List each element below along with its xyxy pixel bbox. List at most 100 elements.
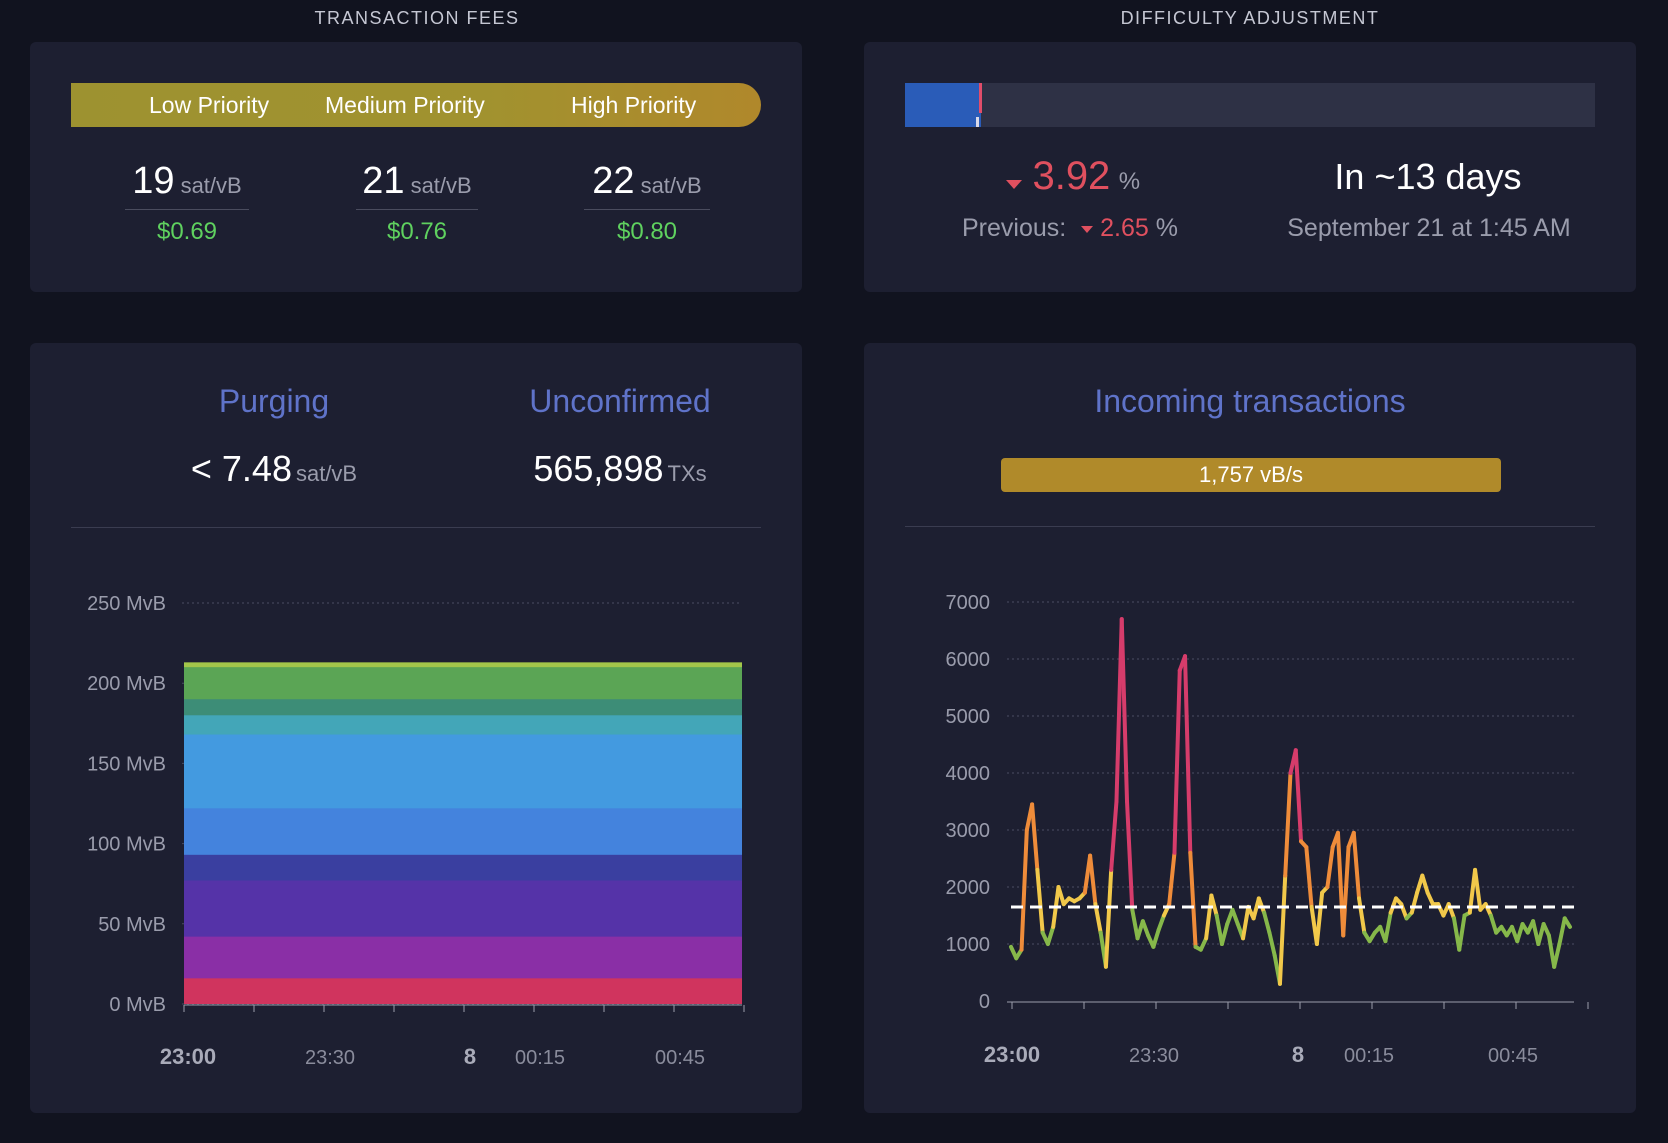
fee-low: 19 sat/vB $0.69 <box>125 160 249 246</box>
incoming-line-segment <box>1188 850 1198 949</box>
incoming-x-tick-label: 00:45 <box>1488 1045 1538 1067</box>
incoming-line-segment <box>1277 873 1288 986</box>
fee-low-divider <box>125 209 249 210</box>
difficulty-eta-date: September 21 at 1:45 AM <box>1287 214 1571 242</box>
incoming-line-segment <box>1473 867 1483 912</box>
fee-high-rate: 22 <box>592 160 635 202</box>
incoming-x-tick-label: 23:30 <box>1129 1045 1179 1067</box>
fee-medium-usd: $0.76 <box>386 218 448 245</box>
unconfirmed-label: Unconfirmed <box>529 383 711 419</box>
incoming-line-segment <box>1552 942 1562 969</box>
incoming-transactions-chart: 0 1000 2000 3000 4000 5000 6000 7000 23:00 23:30 8… <box>946 592 1589 1067</box>
difficulty-progress-marker-tick <box>976 117 979 127</box>
mempool-y-tick-label: 50 MvB <box>98 914 166 936</box>
difficulty-section-title: DIFFICULTY ADJUSTMENT <box>1120 8 1380 28</box>
incoming-line-segment <box>1515 922 1525 944</box>
fees-section-title: TRANSACTION FEES <box>314 8 520 28</box>
incoming-line-segment <box>1198 936 1209 952</box>
incoming-line-segment <box>1325 845 1335 889</box>
incoming-line-segment <box>1019 828 1029 952</box>
incoming-line-segment <box>1035 867 1045 935</box>
incoming-line-segment <box>1088 853 1098 907</box>
fee-high: 22 sat/vB $0.80 <box>584 160 710 246</box>
high-priority-label: High Priority <box>571 91 697 118</box>
incoming-line-segment <box>1125 799 1135 912</box>
difficulty-change: 3.92 % <box>1006 154 1140 199</box>
difficulty-previous-value: 2.65 <box>1100 214 1149 242</box>
incoming-line-segment <box>1314 890 1325 946</box>
mempool-y-tick-label: 200 MvB <box>87 673 166 695</box>
purging-stat: < 7.48 sat/vB <box>134 448 414 490</box>
incoming-transactions-title: Incoming transactions <box>1094 383 1406 419</box>
mempool-y-tick-label: 150 MvB <box>87 753 166 775</box>
difficulty-previous-unit: % <box>1155 214 1178 242</box>
incoming-line-segment <box>1167 850 1177 907</box>
fee-low-usd: $0.69 <box>156 218 218 245</box>
difficulty-change-value: 3.92 <box>1032 154 1111 198</box>
incoming-line-segment <box>1420 873 1430 895</box>
fee-low-unit: sat/vB <box>180 173 242 198</box>
incoming-line-segment <box>1093 902 1103 935</box>
incoming-line-segment <box>1557 916 1567 946</box>
incoming-line-segment <box>1156 913 1166 932</box>
transaction-fees-card: Low Priority Medium Priority High Priori… <box>30 42 802 292</box>
incoming-y-tick-label: 1000 <box>946 934 991 956</box>
incoming-line-segment <box>1536 922 1546 946</box>
fee-medium: 21 sat/vB $0.76 <box>356 160 478 246</box>
incoming-line-segment <box>1293 748 1304 844</box>
incoming-line-segment <box>1383 910 1393 944</box>
fee-high-divider <box>584 209 710 210</box>
incoming-line-segment <box>1130 907 1140 941</box>
incoming-y-tick-label: 2000 <box>946 877 991 899</box>
mempool-y-tick-label: 100 MvB <box>87 834 166 856</box>
mempool-y-tick-label: 0 MvB <box>109 994 166 1016</box>
mempool-x-tick-label: 23:00 <box>160 1044 216 1069</box>
difficulty-previous: Previous: 2.65 % <box>962 214 1178 243</box>
incoming-line-segment <box>1425 890 1435 907</box>
incoming-line-segment <box>1030 802 1040 872</box>
priority-bar: Low Priority Medium Priority High Priori… <box>71 83 761 127</box>
incoming-rate-bar: 1,757 vB/s <box>1001 458 1501 492</box>
incoming-line-segment <box>1204 893 1214 941</box>
incoming-line-segment <box>1562 916 1572 929</box>
incoming-line-segment <box>1056 885 1066 907</box>
fee-medium-divider <box>356 209 478 210</box>
unconfirmed-unit: TXs <box>667 461 707 486</box>
incoming-transactions-card: Incoming transactions 1,757 vB/s 0 1000 20… <box>864 343 1636 1113</box>
difficulty-previous-label: Previous: <box>962 214 1067 242</box>
fee-high-usd: $0.80 <box>616 218 678 245</box>
incoming-line-segment <box>1283 771 1293 878</box>
difficulty-progress-fill <box>905 83 981 127</box>
difficulty-progress-marker <box>979 83 982 113</box>
incoming-line-segment <box>1351 830 1362 901</box>
difficulty-change-unit: % <box>1118 168 1141 195</box>
incoming-y-tick-label: 3000 <box>946 820 991 842</box>
difficulty-adjustment-card: 3.92 % Previous: 2.65 % In ~13 days Sept… <box>864 42 1636 292</box>
incoming-line-segment <box>1183 654 1193 855</box>
incoming-line-segment <box>1409 890 1420 915</box>
incoming-y-tick-label: 5000 <box>946 706 991 728</box>
incoming-line-segment <box>1172 668 1182 855</box>
incoming-line-segment <box>1214 913 1224 946</box>
medium-priority-label: Medium Priority <box>325 91 485 118</box>
incoming-x-tick-label: 8 <box>1292 1042 1304 1067</box>
incoming-line-segment <box>1151 927 1161 949</box>
incoming-line-segment <box>1140 919 1151 938</box>
purging-value: < 7.48 <box>190 448 292 489</box>
incoming-x-tick-label: 00:15 <box>1344 1045 1394 1067</box>
incoming-line-segment <box>1241 904 1251 941</box>
incoming-line-segment <box>1045 924 1056 946</box>
purging-unit: sat/vB <box>295 461 358 486</box>
incoming-line-segment <box>1262 910 1272 935</box>
down-arrow-icon <box>1006 180 1022 190</box>
fee-low-rate: 19 <box>132 160 175 202</box>
mempool-area-layer <box>184 978 742 1004</box>
mempool-y-tick-label: 250 MvB <box>87 593 166 615</box>
incoming-line-segment <box>1304 845 1314 909</box>
incoming-line-segment <box>1230 907 1240 927</box>
incoming-line-segment <box>1103 867 1114 969</box>
incoming-line-segment <box>1119 617 1130 804</box>
down-arrow-icon-small <box>1081 225 1094 233</box>
incoming-line-segment <box>1488 913 1499 935</box>
incoming-line-segment <box>1209 893 1219 918</box>
